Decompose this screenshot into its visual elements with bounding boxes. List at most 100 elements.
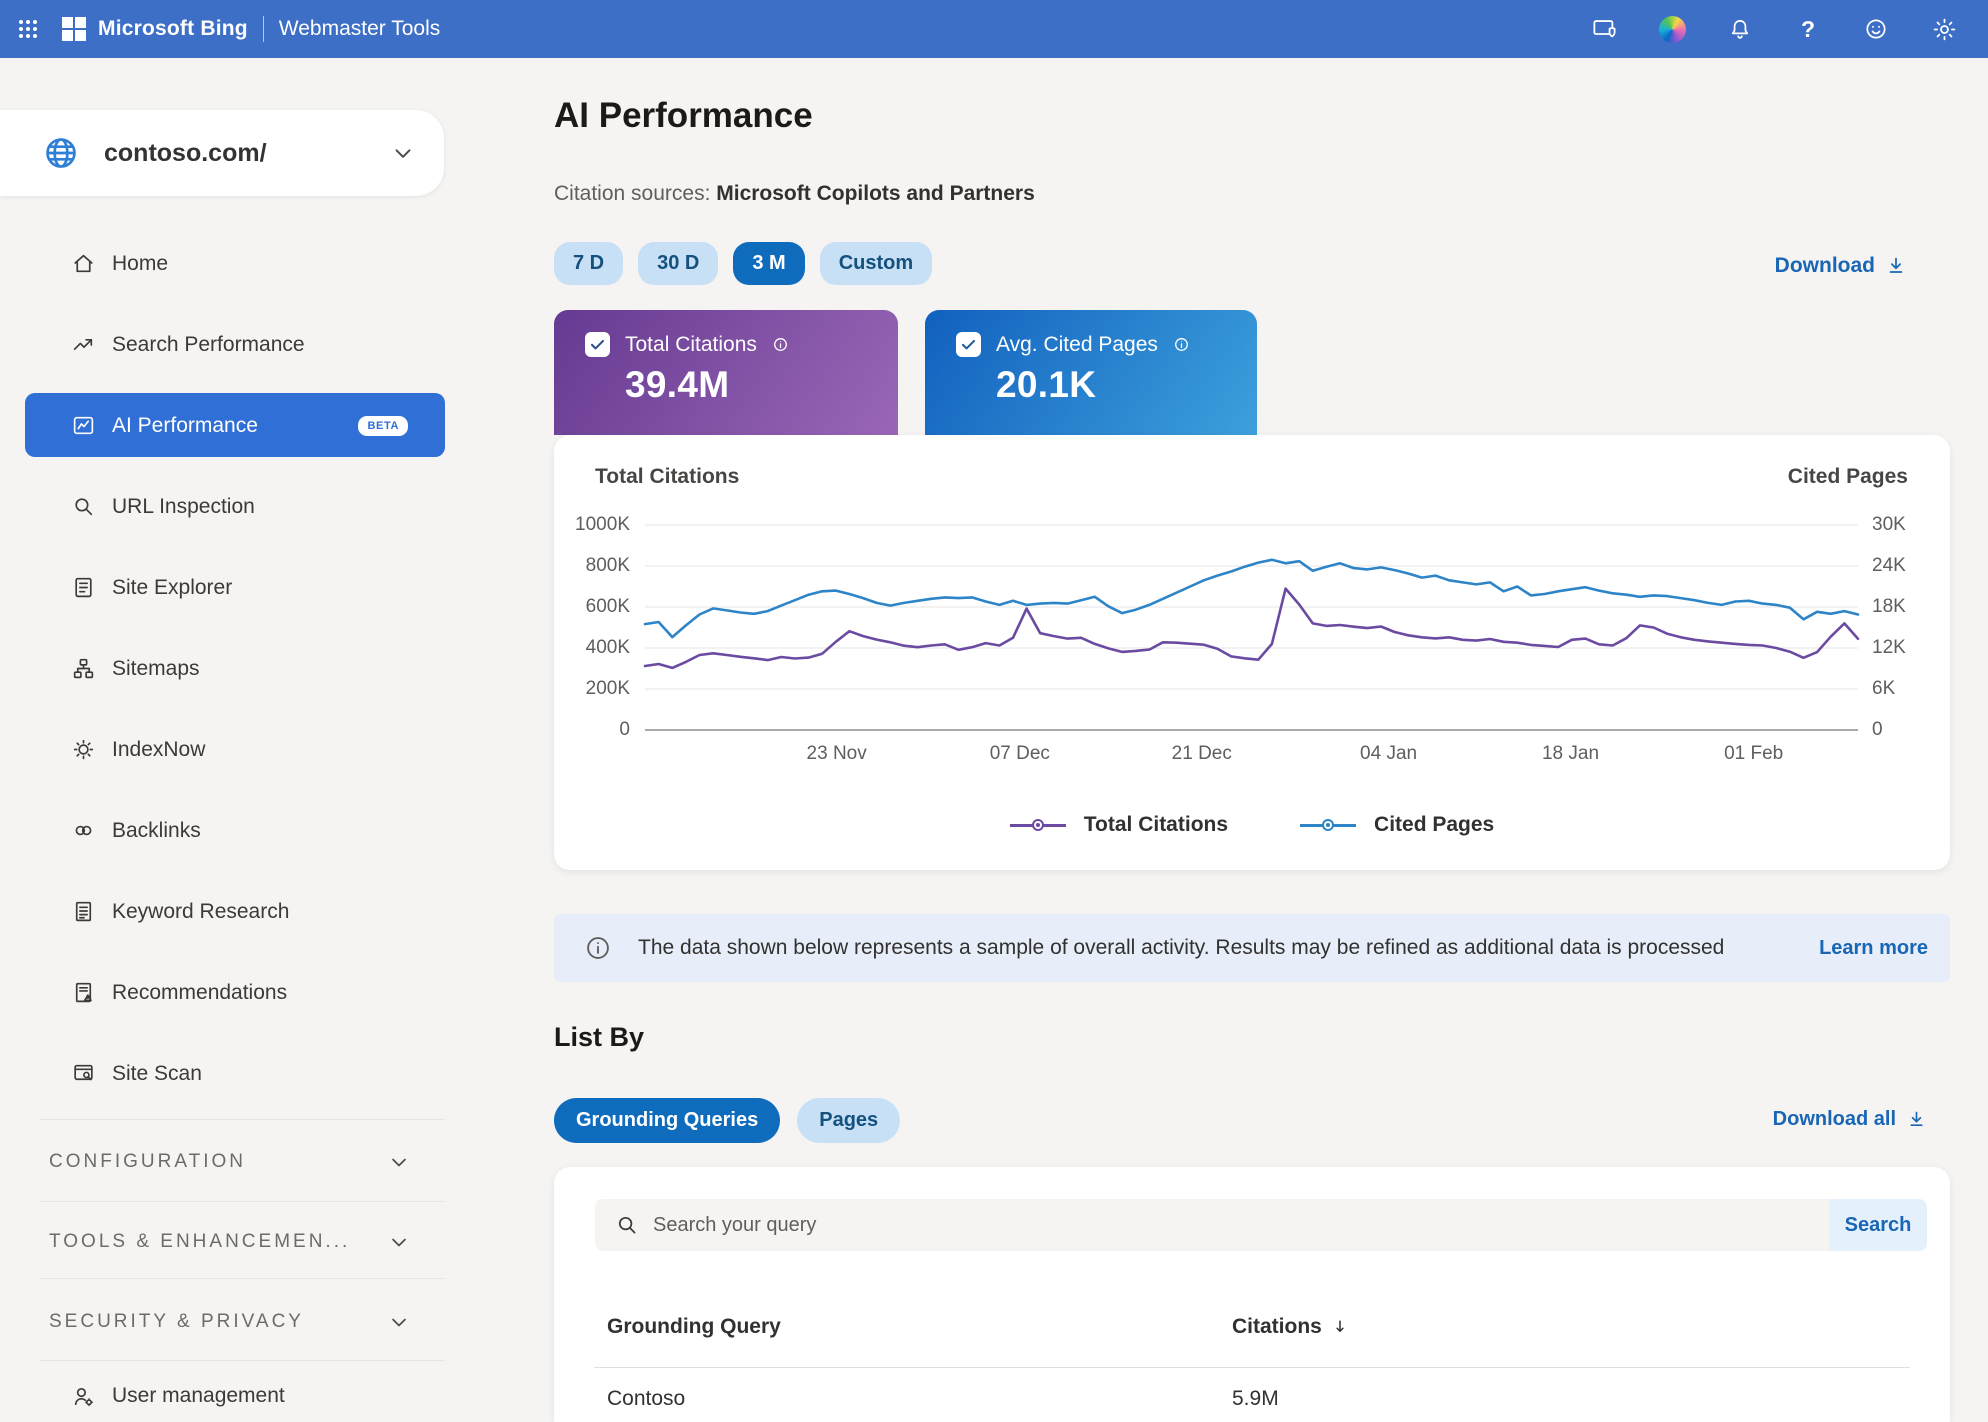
topbar-actions: ? (1590, 15, 1972, 43)
topbar-separator (263, 16, 264, 42)
sidebar-item-label: IndexNow (112, 738, 205, 762)
metric-value: 20.1K (925, 357, 1257, 406)
sidebar-item-home[interactable]: Home (0, 223, 445, 304)
chart-legend: Total Citations Cited Pages (554, 813, 1950, 837)
document-lines-icon (70, 899, 96, 925)
apps-grid-icon[interactable] (16, 17, 40, 41)
metric-card-total-citations[interactable]: Total Citations 39.4M (554, 310, 898, 435)
x-axis-tick: 21 Dec (1172, 743, 1232, 765)
legend-marker-icon (1300, 824, 1356, 827)
x-axis-tick: 07 Dec (990, 743, 1050, 765)
sidebar-item-label: Keyword Research (112, 900, 289, 924)
table-row-query[interactable]: Contoso (607, 1387, 685, 1411)
table-row-citations: 5.9M (1232, 1387, 1279, 1411)
y-axis-tick-left: 400K (554, 637, 630, 659)
trend-icon (70, 332, 96, 358)
beta-badge: BETA (358, 416, 408, 436)
feedback-icon[interactable] (1862, 15, 1890, 43)
sidebar-nav: Home Search Performance AI Performance B… (0, 223, 445, 1114)
sidebar-item-recommendations[interactable]: Recommendations (0, 952, 445, 1033)
range-3m-button[interactable]: 3 M (733, 242, 804, 285)
metric-label: Avg. Cited Pages (996, 333, 1158, 357)
y-axis-tick-right: 30K (1872, 514, 1948, 536)
help-icon[interactable]: ? (1794, 15, 1822, 43)
y-axis-tick-left: 800K (554, 555, 630, 577)
range-30d-button[interactable]: 30 D (638, 242, 718, 285)
sidebar-item-sitemaps[interactable]: Sitemaps (0, 628, 445, 709)
tab-pages[interactable]: Pages (797, 1098, 900, 1143)
sidebar-item-ai-performance[interactable]: AI Performance BETA (0, 385, 445, 466)
sidebar-item-label: Home (112, 252, 168, 276)
sidebar-section-configuration[interactable]: CONFIGURATION (0, 1140, 445, 1184)
sidebar-item-keyword-research[interactable]: Keyword Research (0, 871, 445, 952)
y-axis-tick-left: 1000K (554, 514, 630, 536)
download-all-label: Download all (1773, 1108, 1896, 1131)
person-gear-icon (70, 1383, 96, 1409)
search-input[interactable] (595, 1199, 1829, 1251)
range-custom-button[interactable]: Custom (820, 242, 932, 285)
sidebar-section-tools-enhancements[interactable]: TOOLS & ENHANCEMEN... (0, 1220, 445, 1264)
y-axis-tick-right: 6K (1872, 678, 1948, 700)
column-header-citations[interactable]: Citations (1232, 1315, 1350, 1339)
page-title: AI Performance (554, 96, 813, 136)
sidebar-divider (40, 1360, 445, 1361)
column-header-grounding-query[interactable]: Grounding Query (607, 1315, 781, 1339)
metric-card-avg-cited-pages[interactable]: Avg. Cited Pages 20.1K (925, 310, 1257, 435)
checkbox-checked[interactable] (956, 332, 981, 357)
legend-item: Cited Pages (1300, 813, 1494, 837)
brand-name[interactable]: Microsoft Bing (98, 17, 248, 41)
site-selector[interactable]: contoso.com/ (0, 110, 444, 196)
info-icon (584, 934, 612, 962)
sidebar-divider (40, 1278, 445, 1279)
tab-grounding-queries[interactable]: Grounding Queries (554, 1098, 780, 1143)
chevron-down-icon (387, 1230, 411, 1254)
sidebar: contoso.com/ Home Search Performance AI … (0, 58, 445, 1422)
document-list-icon (70, 575, 96, 601)
y-axis-tick-left: 0 (554, 719, 630, 741)
copilot-icon[interactable] (1658, 15, 1686, 43)
sidebar-divider (40, 1119, 445, 1120)
learn-more-link[interactable]: Learn more (1819, 937, 1928, 960)
download-all-button[interactable]: Download all (1773, 1108, 1927, 1131)
chevron-down-icon[interactable] (390, 140, 416, 166)
search-bar: Search (595, 1199, 1927, 1251)
sidebar-item-user-management[interactable]: User management (0, 1374, 445, 1418)
legend-item: Total Citations (1010, 813, 1228, 837)
sidebar-section-security-privacy[interactable]: SECURITY & PRIVACY (0, 1300, 445, 1344)
search-button[interactable]: Search (1829, 1199, 1927, 1251)
sidebar-item-label: Recommendations (112, 981, 287, 1005)
window-scan-icon (70, 1061, 96, 1087)
table-divider (594, 1367, 1910, 1368)
monitor-shield-icon[interactable] (1590, 15, 1618, 43)
sidebar-item-site-explorer[interactable]: Site Explorer (0, 547, 445, 628)
info-icon[interactable] (1173, 336, 1190, 353)
product-name[interactable]: Webmaster Tools (279, 17, 440, 41)
download-label: Download (1775, 254, 1875, 278)
x-axis-tick: 01 Feb (1724, 743, 1783, 765)
sidebar-item-url-inspection[interactable]: URL Inspection (0, 466, 445, 547)
sidebar-divider (40, 1201, 445, 1202)
sidebar-item-indexnow[interactable]: IndexNow (0, 709, 445, 790)
citation-sources: Citation sources: Microsoft Copilots and… (554, 182, 1035, 206)
metric-label: Total Citations (625, 333, 757, 357)
sitemap-icon (70, 656, 96, 682)
globe-icon (42, 134, 80, 172)
sidebar-item-search-performance[interactable]: Search Performance (0, 304, 445, 385)
sidebar-item-label: Site Scan (112, 1062, 202, 1086)
settings-icon[interactable] (1930, 15, 1958, 43)
home-icon (70, 251, 96, 277)
download-button[interactable]: Download (1775, 254, 1907, 278)
sidebar-item-label: AI Performance (112, 414, 258, 438)
citation-label: Citation sources: (554, 182, 710, 205)
info-banner: The data shown below represents a sample… (554, 914, 1950, 982)
list-by-heading: List By (554, 1022, 644, 1053)
chevron-down-icon (387, 1310, 411, 1334)
y-axis-tick-left: 200K (554, 678, 630, 700)
range-7d-button[interactable]: 7 D (554, 242, 623, 285)
checkbox-checked[interactable] (585, 332, 610, 357)
notifications-icon[interactable] (1726, 15, 1754, 43)
top-bar: Microsoft Bing Webmaster Tools ? (0, 0, 1988, 58)
sidebar-item-backlinks[interactable]: Backlinks (0, 790, 445, 871)
sidebar-item-site-scan[interactable]: Site Scan (0, 1033, 445, 1114)
info-icon[interactable] (772, 336, 789, 353)
